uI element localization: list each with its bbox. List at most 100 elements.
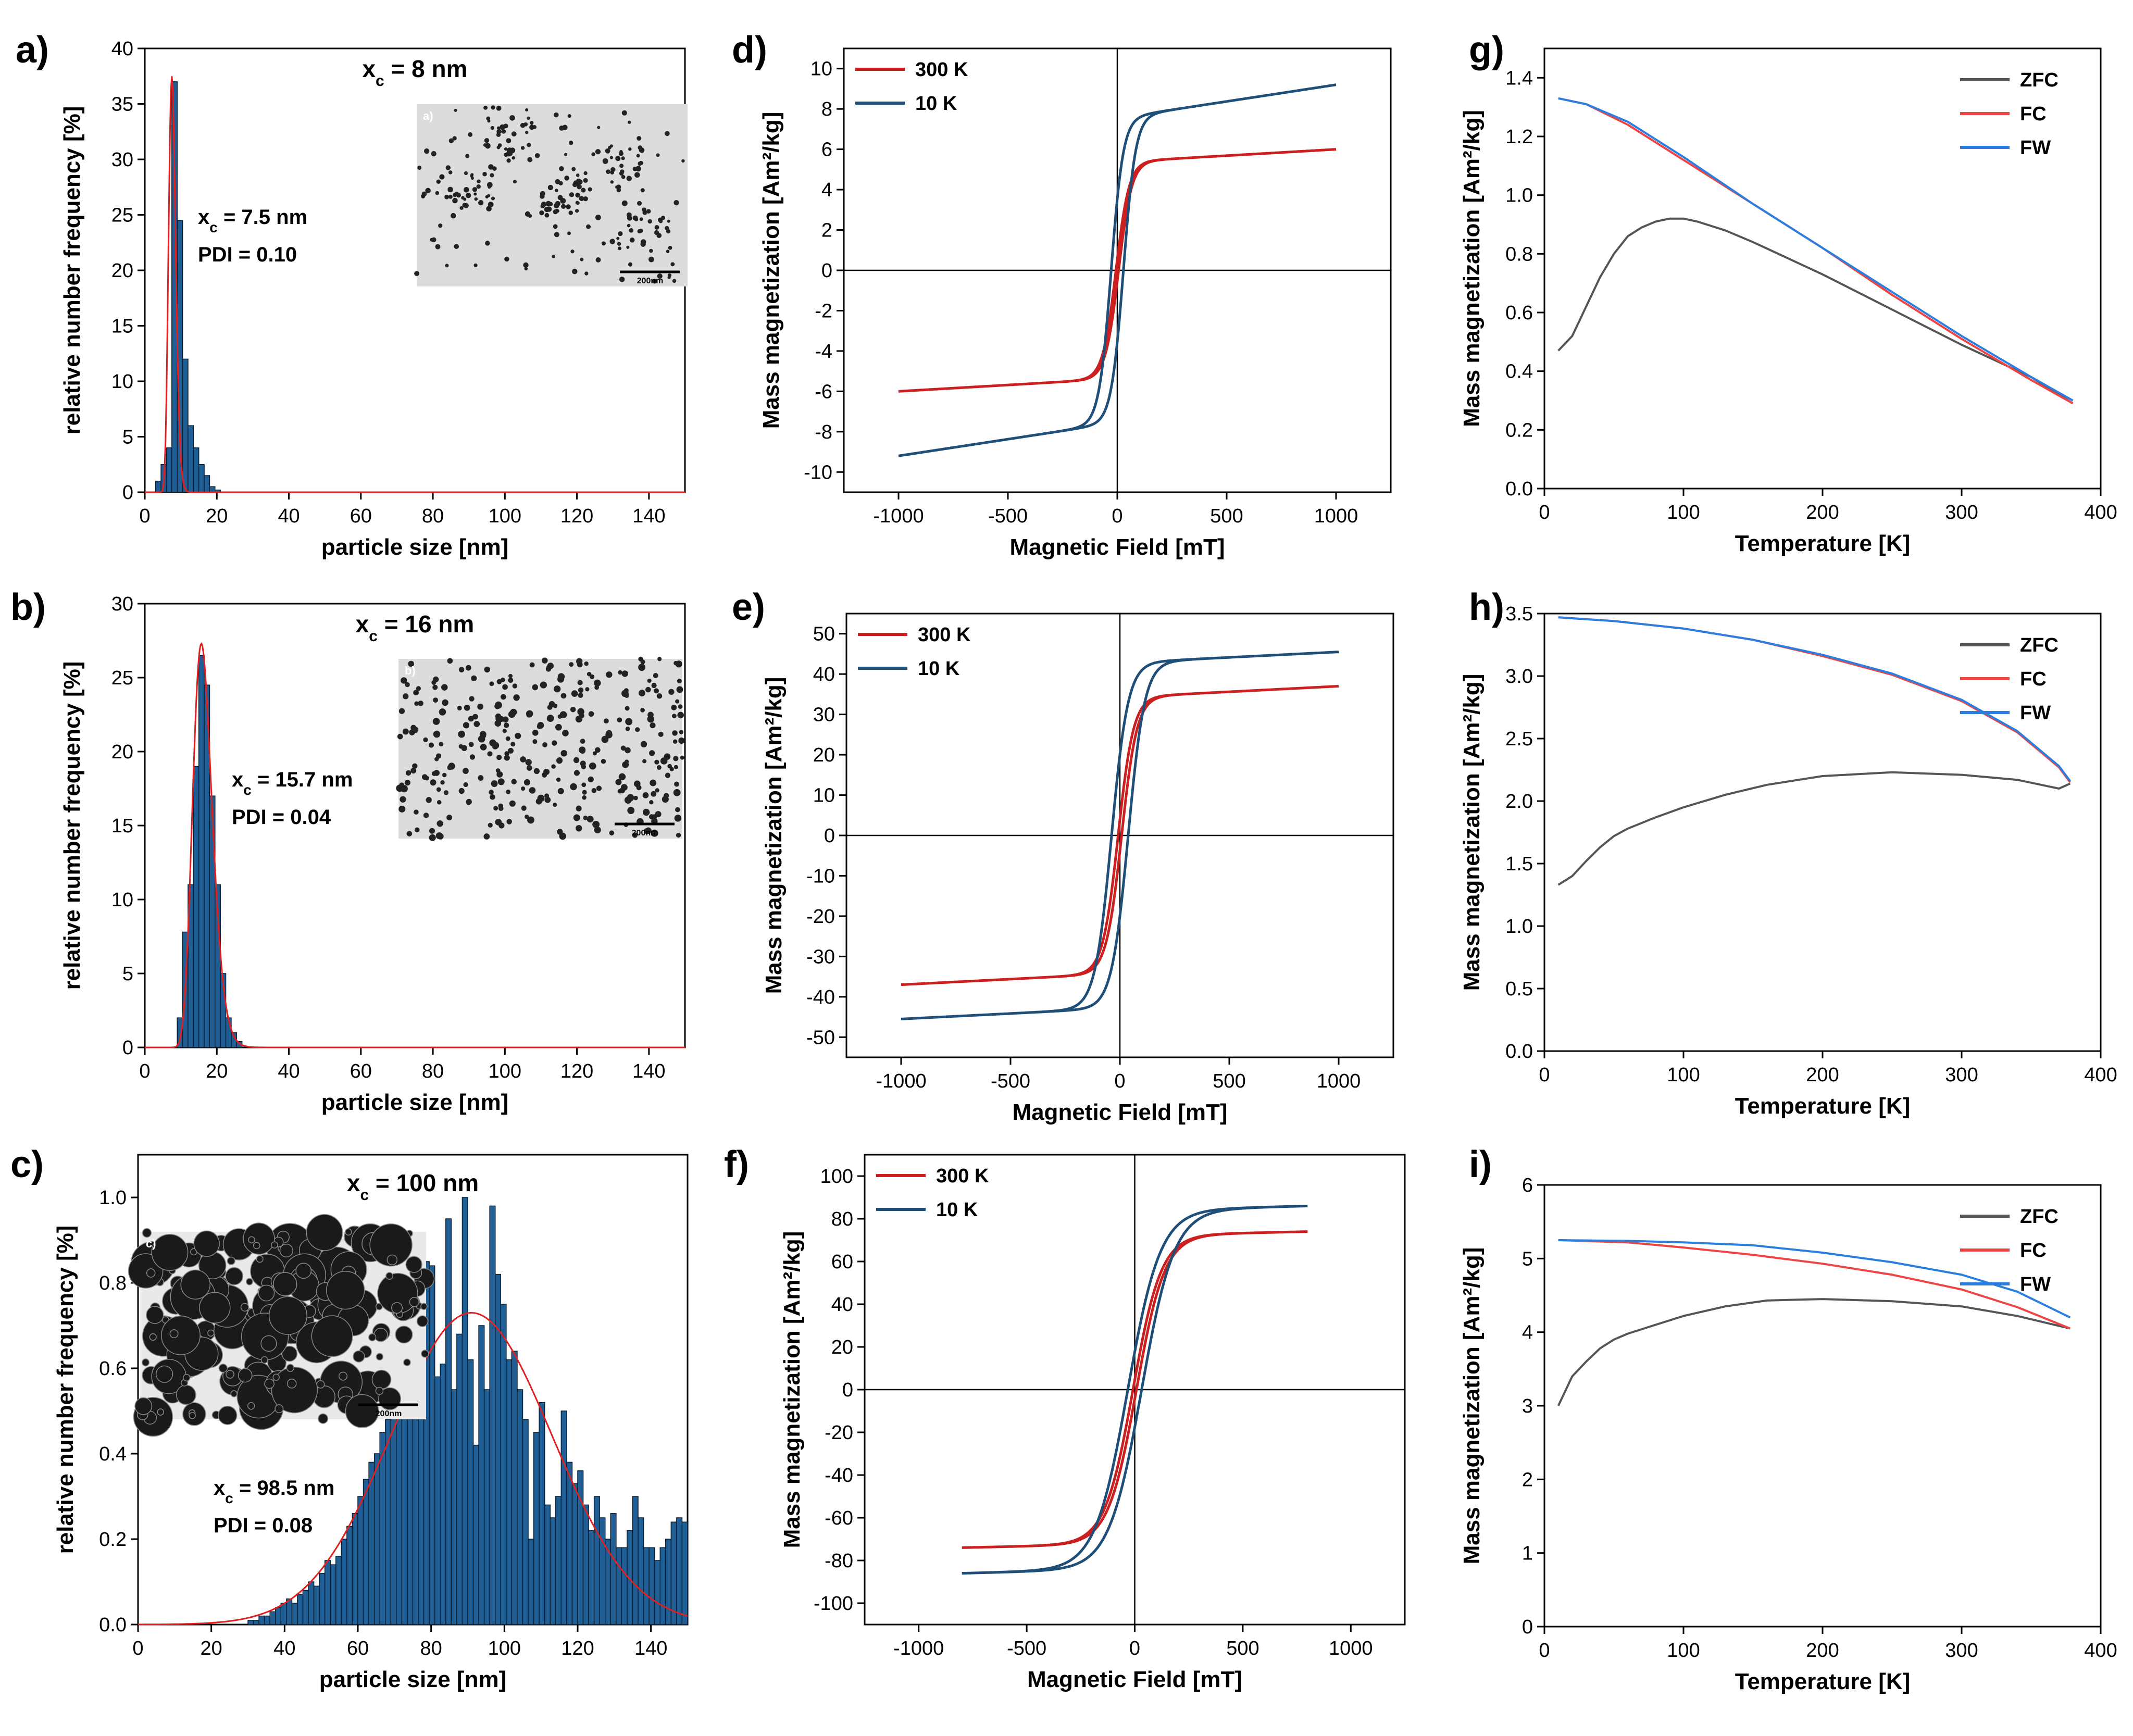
histogram-bar (555, 1496, 562, 1625)
x-tick-label: 20 (206, 1060, 228, 1082)
histogram-bar (434, 1376, 441, 1625)
panel-c: c) 0 20 40 60 80 100 120 140 0.0 0.2 0.4 0.6 0.8 1.0 pa… (10, 1144, 689, 1692)
legend: 300 K 10 K (858, 624, 971, 680)
x-tick-label: 500 (1213, 1070, 1245, 1092)
y-tick-label: 30 (813, 704, 835, 726)
temperature-curve (1558, 97, 2074, 405)
y-tick-label: 0 (821, 260, 832, 282)
panel-f: f) -1000 -500 0 500 1000 -100 -80 -60 -40 -20 0 20 40… (724, 1144, 1406, 1692)
y-tick-label: 0.2 (99, 1529, 127, 1551)
y-tick-label: 0.4 (99, 1443, 127, 1465)
y-axis-label: Mass magnetization [Am²/kg] (779, 1231, 805, 1548)
histogram-bar (632, 1496, 639, 1625)
y-tick-label: 1.5 (1505, 853, 1533, 875)
histogram-bar (610, 1513, 617, 1625)
x-tick-label: 100 (1667, 1640, 1700, 1662)
y-tick-label: -2 (815, 300, 832, 322)
x-tick-label: 100 (1667, 1064, 1700, 1086)
y-tick-label: 60 (831, 1251, 853, 1273)
size-title: xc = 8 nm (362, 55, 467, 90)
x-tick-label: 0 (1539, 502, 1550, 523)
legend-label: 300 K (918, 624, 971, 646)
histogram-bar (390, 1402, 397, 1625)
x-tick-label: 1000 (1317, 1070, 1361, 1092)
y-axis-label: relative number frequency [%] (59, 106, 85, 435)
y-tick-label: 15 (111, 316, 133, 338)
panel-b: b) 0 20 40 60 80 100 120 140 0 5 10 15 20 25 30 particle… (10, 586, 686, 1115)
y-tick-label: 100 (820, 1166, 853, 1188)
legend: ZFC FC FW (1960, 69, 2059, 159)
panel-label: a) (16, 29, 49, 71)
x-tick-label: 400 (2084, 1640, 2117, 1662)
x-tick-label: 100 (488, 1638, 521, 1659)
y-tick-label: -60 (825, 1507, 853, 1529)
histogram-bar (659, 1547, 666, 1625)
x-tick-label: 100 (1667, 502, 1700, 523)
legend-label: FW (2020, 137, 2051, 159)
tem-inset-a: 200nm a) (414, 104, 688, 286)
y-tick-label: 5 (122, 963, 133, 985)
x-tick-label: 0 (1129, 1638, 1140, 1659)
x-tick-label: 0 (132, 1638, 143, 1659)
histogram-bar (297, 1594, 304, 1625)
y-tick-label: 35 (111, 94, 133, 116)
y-tick-label: 2 (1522, 1469, 1533, 1491)
y-tick-label: 0.0 (99, 1614, 127, 1636)
histogram-bar (621, 1547, 628, 1625)
y-tick-label: 0.8 (1505, 243, 1533, 265)
histogram-bar (412, 1385, 419, 1625)
histogram-bar (198, 464, 205, 493)
x-tick-label: 200 (1806, 1640, 1839, 1662)
panel-label: e) (732, 586, 765, 628)
y-tick-label: -40 (825, 1465, 853, 1487)
legend: ZFC FC FW (1960, 1206, 2059, 1295)
fit-curve (145, 642, 685, 1048)
histogram-bar (500, 1304, 507, 1625)
panel-d: d) -1000 -500 0 500 1000 -10 -8 -6 -4 -2 0 2 4 6 8 10 Mag… (732, 29, 1392, 560)
y-tick-label: -20 (825, 1422, 853, 1444)
y-tick-label: 4 (821, 179, 832, 201)
histogram-bar (451, 1389, 457, 1625)
x-tick-label: 140 (632, 505, 665, 527)
y-tick-label: 0.6 (99, 1358, 127, 1380)
y-tick-label: -40 (806, 986, 835, 1008)
size-title: xc = 16 nm (356, 610, 475, 645)
hysteresis-loop (898, 148, 1337, 393)
histogram-bar (566, 1462, 573, 1625)
y-tick-label: 0 (842, 1379, 853, 1401)
legend-label: 300 K (936, 1165, 989, 1187)
x-tick-label: 500 (1210, 505, 1243, 527)
panel-i: i) 0 100 200 300 400 0 1 2 3 4 5 6 Temperature [K] Mas… (1459, 1144, 2117, 1694)
y-tick-label: -8 (815, 421, 832, 443)
temperature-curve (1558, 616, 2071, 783)
legend-label: ZFC (2020, 634, 2059, 656)
histogram-bar (638, 1517, 644, 1625)
y-tick-label: -80 (825, 1550, 853, 1572)
x-axis-label: particle size [nm] (319, 1667, 506, 1692)
y-tick-label: 0.4 (1505, 361, 1533, 383)
histogram-bar (517, 1389, 523, 1625)
x-tick-label: 60 (350, 505, 372, 527)
y-axis-label: Mass magnetization [Am²/kg] (758, 112, 784, 429)
x-tick-label: 40 (278, 1060, 300, 1082)
y-tick-label: 50 (813, 623, 835, 645)
histogram-bar (286, 1598, 293, 1625)
y-tick-label: -20 (806, 906, 835, 928)
y-tick-label: -30 (806, 946, 835, 968)
histogram-bar (291, 1603, 298, 1625)
y-tick-label: 5 (122, 427, 133, 448)
y-tick-label: 10 (111, 371, 133, 393)
mean-size-annotation: xc = 15.7 nm (232, 768, 353, 798)
y-tick-label: 0.2 (1505, 419, 1533, 441)
y-tick-label: 40 (831, 1294, 853, 1316)
histogram-bar (198, 655, 205, 1048)
y-tick-label: 10 (111, 889, 133, 911)
histogram-bar (588, 1530, 595, 1625)
y-tick-label: 0 (122, 482, 133, 504)
y-tick-label: 2.0 (1505, 791, 1533, 813)
mean-size-annotation: xc = 98.5 nm (214, 1477, 334, 1506)
legend-label: FC (2020, 668, 2047, 690)
legend-label: FW (2020, 1273, 2051, 1295)
y-tick-label: 40 (111, 38, 133, 60)
histogram-bar (258, 1615, 265, 1625)
